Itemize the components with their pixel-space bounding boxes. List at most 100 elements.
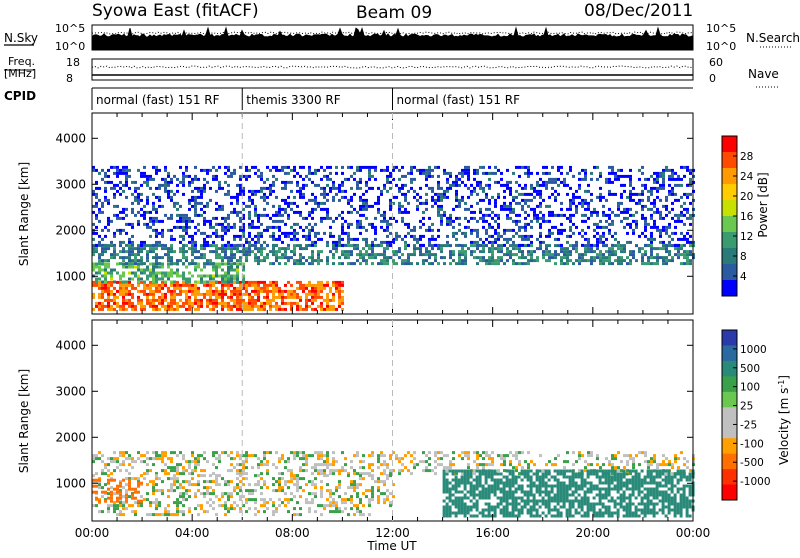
echo-cell: [170, 235, 173, 238]
echo-cell: [527, 250, 530, 253]
echo-cell: [410, 187, 413, 190]
echo-cell: [122, 272, 125, 275]
echo-cell: [326, 256, 329, 259]
echo-cell: [383, 229, 386, 232]
echo-cell: [197, 223, 200, 226]
echo-cell: [197, 281, 200, 284]
echo-cell: [203, 474, 206, 477]
echo-cell: [650, 232, 653, 235]
echo-cell: [689, 214, 692, 217]
echo-cell: [128, 290, 131, 293]
echo-cell: [227, 302, 230, 305]
echo-cell: [428, 469, 431, 472]
echo-cell: [497, 473, 500, 476]
echo-cell: [332, 262, 335, 265]
echo-cell: [95, 187, 98, 190]
echo-cell: [383, 217, 386, 220]
echo-cell: [656, 211, 659, 214]
echo-cell: [485, 463, 488, 466]
echo-cell: [677, 184, 680, 187]
echo-cell: [227, 169, 230, 172]
echo-cell: [653, 454, 656, 457]
echo-cell: [95, 454, 98, 457]
echo-cell: [602, 205, 605, 208]
echo-cell: [143, 172, 146, 175]
echo-cell: [632, 229, 635, 232]
echo-cell: [554, 253, 557, 256]
echo-cell: [449, 515, 452, 518]
echo-cell: [434, 256, 437, 259]
echo-cell: [251, 489, 254, 492]
echo-cell: [305, 460, 308, 463]
echo-cell: [161, 281, 164, 284]
echo-cell: [314, 208, 317, 211]
echo-cell: [374, 229, 377, 232]
echo-cell: [494, 479, 497, 482]
echo-cell: [284, 172, 287, 175]
echo-cell: [239, 226, 242, 229]
echo-cell: [500, 247, 503, 250]
echo-cell: [245, 510, 248, 513]
echo-cell: [467, 451, 470, 454]
echo-cell: [584, 247, 587, 250]
echo-cell: [239, 305, 242, 308]
echo-cell: [296, 308, 299, 311]
echo-cell: [170, 305, 173, 308]
echo-cell: [131, 247, 134, 250]
echo-cell: [314, 172, 317, 175]
echo-cell: [203, 495, 206, 498]
echo-cell: [182, 175, 185, 178]
echo-cell: [557, 253, 560, 256]
echo-cell: [191, 190, 194, 193]
echo-cell: [227, 495, 230, 498]
echo-cell: [449, 253, 452, 256]
echo-cell: [473, 244, 476, 247]
echo-cell: [239, 256, 242, 259]
echo-cell: [197, 483, 200, 486]
echo-cell: [533, 463, 536, 466]
echo-cell: [662, 463, 665, 466]
echo-cell: [137, 220, 140, 223]
echo-cell: [428, 262, 431, 265]
echo-cell: [125, 451, 128, 454]
echo-cell: [671, 193, 674, 196]
echo-cell: [485, 451, 488, 454]
echo-cell: [425, 259, 428, 262]
echo-cell: [506, 229, 509, 232]
echo-cell: [641, 256, 644, 259]
echo-cell: [335, 284, 338, 287]
echo-cell: [524, 226, 527, 229]
echo-cell: [545, 259, 548, 262]
echo-cell: [497, 497, 500, 500]
echo-cell: [464, 479, 467, 482]
echo-cell: [530, 226, 533, 229]
echo-cell: [479, 497, 482, 500]
echo-cell: [176, 463, 179, 466]
echo-cell: [335, 308, 338, 311]
echo-cell: [653, 205, 656, 208]
echo-cell: [467, 172, 470, 175]
echo-cell: [209, 223, 212, 226]
echo-cell: [458, 205, 461, 208]
y-tick-label: 2000: [55, 223, 86, 237]
echo-cell: [164, 181, 167, 184]
echo-cell: [419, 169, 422, 172]
echo-cell: [272, 489, 275, 492]
echo-cell: [518, 256, 521, 259]
echo-cell: [209, 492, 212, 495]
echo-cell: [659, 256, 662, 259]
echo-cell: [119, 232, 122, 235]
echo-cell: [230, 172, 233, 175]
echo-cell: [527, 262, 530, 265]
echo-cell: [218, 281, 221, 284]
echo-cell: [272, 166, 275, 169]
echo-cell: [446, 503, 449, 506]
echo-cell: [212, 454, 215, 457]
echo-cell: [665, 463, 668, 466]
echo-cell: [473, 211, 476, 214]
echo-cell: [491, 460, 494, 463]
echo-cell: [638, 235, 641, 238]
echo-cell: [491, 485, 494, 488]
echo-cell: [560, 166, 563, 169]
echo-cell: [215, 217, 218, 220]
